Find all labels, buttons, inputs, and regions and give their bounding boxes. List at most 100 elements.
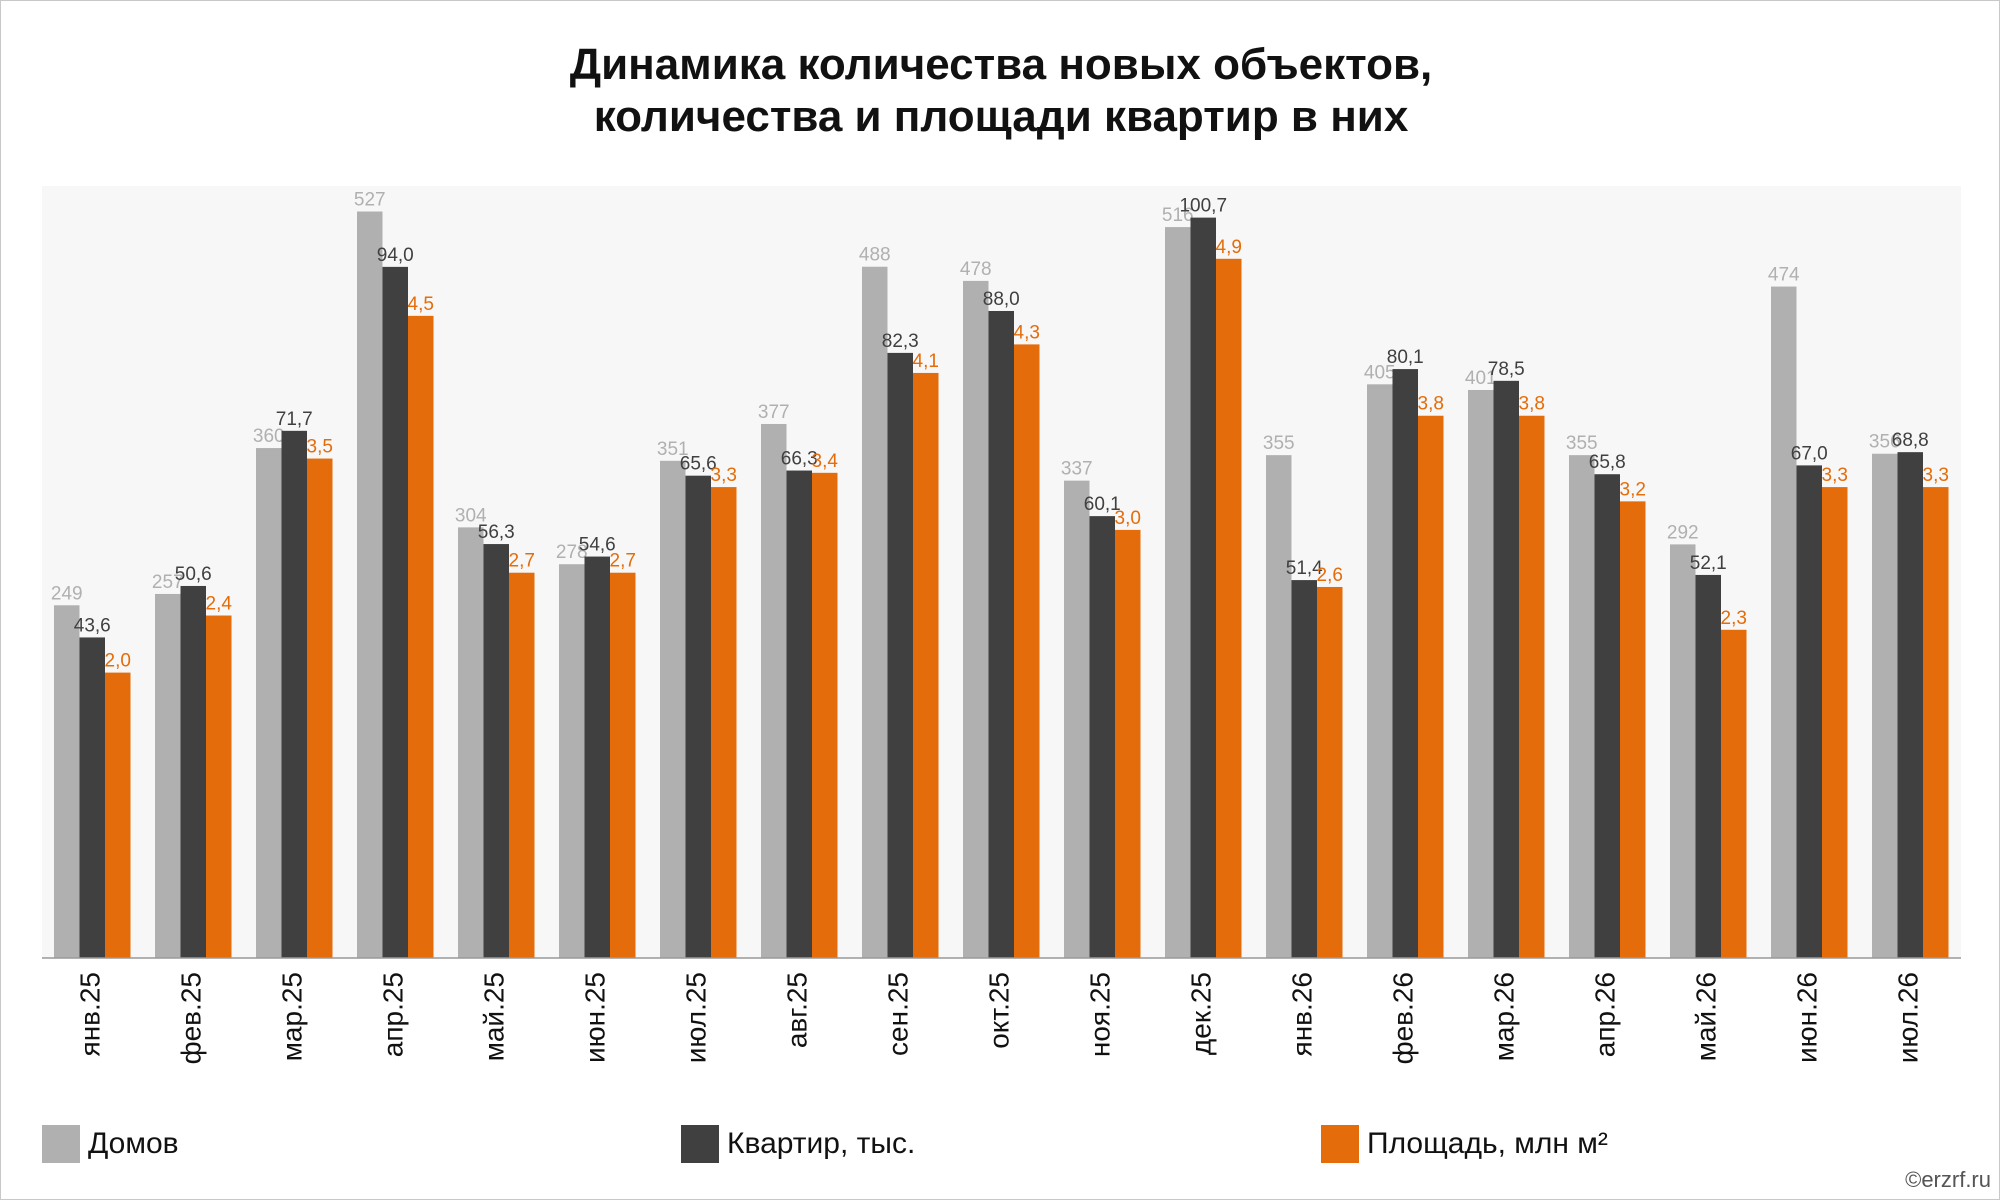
bar	[1190, 217, 1216, 958]
value-label: 405	[1364, 362, 1396, 383]
bar	[1115, 529, 1141, 958]
bar	[1670, 544, 1696, 958]
bar	[1165, 227, 1191, 958]
value-label: 474	[1768, 265, 1800, 286]
x-tick-label: окт.25	[984, 972, 1015, 1049]
value-label: 360	[253, 426, 285, 447]
value-label: 2,7	[509, 551, 535, 572]
x-tick-label: дек.25	[1186, 972, 1217, 1055]
legend-item: Площадь, млн м²	[1321, 1125, 1608, 1163]
bar	[1620, 501, 1646, 958]
bar	[913, 372, 939, 958]
value-label: 65,8	[1589, 452, 1626, 473]
value-label: 356	[1869, 432, 1901, 453]
bar	[1367, 384, 1393, 959]
bar	[660, 460, 686, 958]
value-label: 43,6	[74, 615, 111, 636]
bar	[1418, 415, 1444, 959]
x-tick-label: янв.25	[75, 972, 106, 1056]
bar	[1923, 487, 1949, 958]
legend-swatch	[681, 1125, 719, 1163]
value-label: 351	[657, 439, 689, 460]
value-label: 4,3	[1014, 322, 1040, 343]
value-label: 82,3	[882, 331, 919, 352]
legend-item: Домов	[42, 1125, 179, 1163]
bar	[1822, 487, 1848, 958]
bar	[180, 585, 206, 958]
value-label: 3,3	[1822, 465, 1848, 486]
bar	[1569, 455, 1595, 958]
bar	[711, 487, 737, 958]
bar	[1872, 453, 1898, 958]
value-label: 50,6	[175, 564, 212, 585]
bar	[1089, 516, 1115, 958]
bar	[1796, 465, 1822, 958]
value-label: 52,1	[1690, 553, 1727, 574]
bar	[79, 637, 105, 958]
bar	[1897, 452, 1923, 958]
value-label: 88,0	[983, 289, 1020, 310]
x-tick-label: апр.25	[378, 972, 409, 1057]
value-label: 355	[1566, 433, 1598, 454]
value-label: 4,1	[913, 351, 939, 372]
value-label: 337	[1061, 459, 1093, 480]
legend-swatch	[1321, 1125, 1359, 1163]
value-label: 377	[758, 402, 790, 423]
value-label: 527	[354, 189, 386, 210]
x-tick-label: апр.26	[1590, 972, 1621, 1057]
bar	[307, 458, 333, 958]
bar	[559, 564, 585, 958]
bar	[1468, 389, 1494, 958]
bar	[1266, 455, 1292, 958]
legend-swatch	[42, 1125, 80, 1163]
value-label: 94,0	[377, 245, 414, 266]
x-tick-label: фев.25	[176, 972, 207, 1064]
value-label: 3,5	[307, 437, 333, 458]
chart-title: Динамика количества новых объектов, коли…	[569, 40, 1433, 141]
value-label: 78,5	[1488, 359, 1525, 380]
value-label: 292	[1667, 522, 1699, 543]
value-label: 3,3	[711, 465, 737, 486]
value-label: 56,3	[478, 522, 515, 543]
bar	[1771, 286, 1797, 958]
bar	[357, 211, 383, 958]
bar	[155, 593, 181, 958]
value-label: 401	[1465, 368, 1497, 389]
bar	[1216, 258, 1242, 958]
bar	[1291, 580, 1317, 958]
x-tick-label: мар.26	[1489, 972, 1520, 1061]
value-label: 478	[960, 259, 992, 280]
value-label: 355	[1263, 433, 1295, 454]
value-label: 66,3	[781, 449, 818, 470]
bar	[786, 470, 812, 958]
bar	[761, 423, 787, 958]
value-label: 488	[859, 245, 891, 266]
legend-item: Квартир, тыс.	[681, 1125, 915, 1163]
x-tick-label: мар.25	[277, 972, 308, 1061]
value-label: 67,0	[1791, 443, 1828, 464]
bar	[1493, 380, 1519, 958]
value-label: 68,8	[1892, 430, 1929, 451]
bar	[483, 544, 509, 958]
x-tick-label: ноя.25	[1085, 972, 1116, 1057]
bar	[408, 315, 434, 958]
value-label: 80,1	[1387, 347, 1424, 368]
value-label: 65,6	[680, 454, 717, 475]
value-label: 2,3	[1721, 608, 1747, 629]
legend-label: Площадь, млн м²	[1367, 1127, 1608, 1160]
bar	[281, 430, 307, 958]
value-label: 2,7	[610, 551, 636, 572]
x-tick-label: авг.25	[782, 972, 813, 1048]
x-tick-label: июл.26	[1893, 972, 1924, 1063]
bar	[105, 672, 131, 958]
bar	[862, 266, 888, 958]
value-label: 3,3	[1923, 465, 1949, 486]
bar	[1317, 586, 1343, 958]
x-tick-label: май.25	[479, 972, 510, 1061]
value-label: 2,4	[206, 594, 233, 615]
bar	[1721, 629, 1747, 958]
watermark: ©erzrf.ru	[1905, 1167, 1991, 1192]
bar	[610, 572, 636, 958]
